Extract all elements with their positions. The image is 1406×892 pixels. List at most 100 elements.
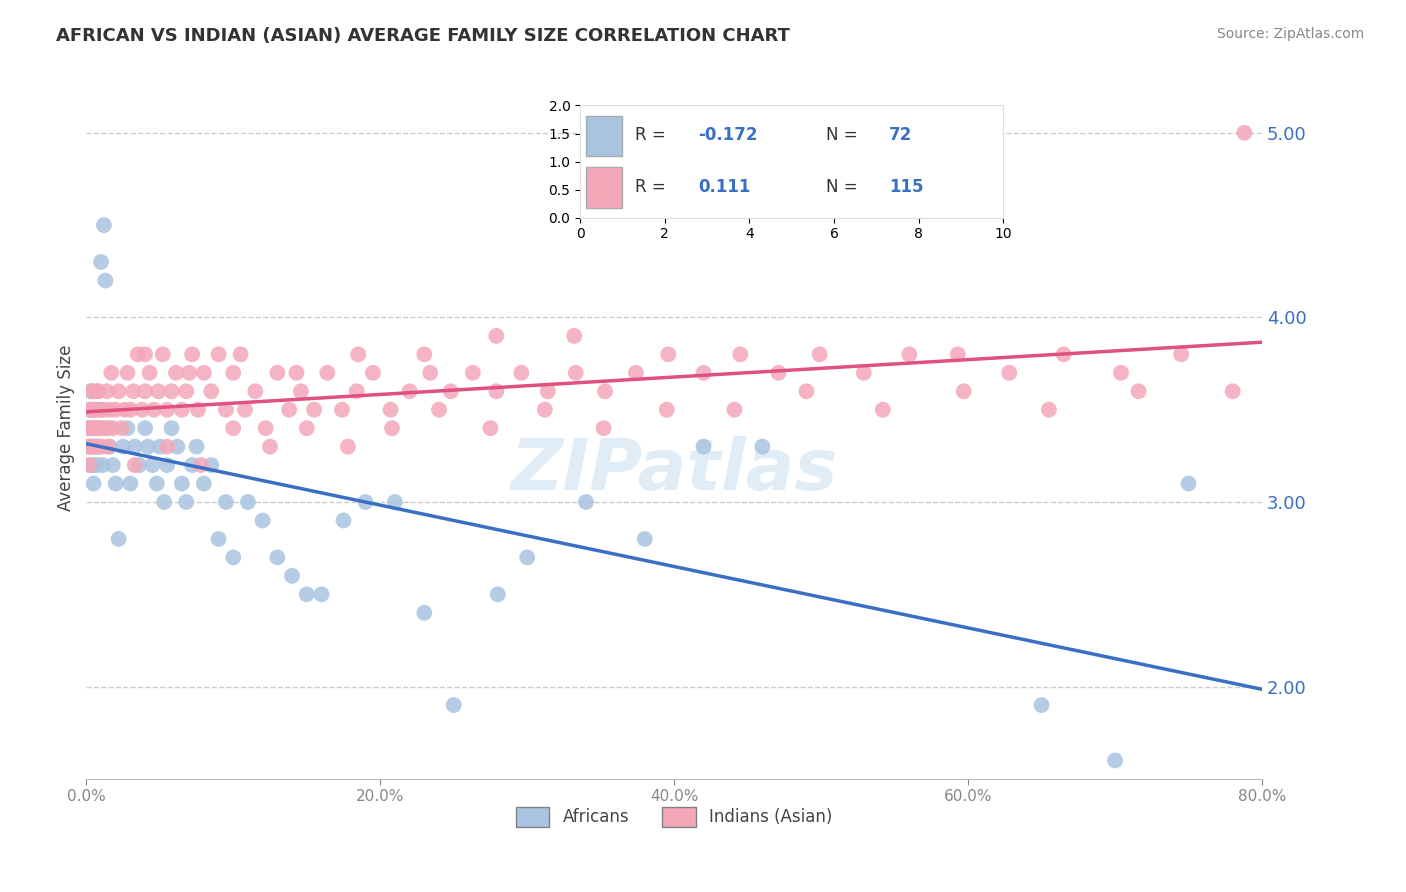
Point [266,550,288,565]
Point [124,440,146,454]
Point [170,476,193,491]
Point [285,366,308,380]
Point [107,384,129,399]
Point [236,495,259,509]
Point [413,606,436,620]
Point [94,273,117,287]
Point [82,421,104,435]
Point [134,347,156,361]
Point [808,347,831,361]
Point [295,421,318,435]
Point [537,384,560,399]
Point [82,402,104,417]
Point [104,476,127,491]
Point [193,366,215,380]
Point [1233,126,1256,140]
Point [91,440,114,454]
Point [117,366,139,380]
Point [141,458,163,472]
Point [290,384,312,399]
Point [117,421,139,435]
Y-axis label: Average Family Size: Average Family Size [58,345,75,511]
Point [110,421,132,435]
Point [1128,384,1150,399]
Point [80,440,103,454]
Point [510,366,533,380]
Point [131,402,153,417]
Point [186,440,208,454]
Point [657,347,679,361]
Point [593,384,616,399]
Point [112,440,135,454]
Point [872,402,894,417]
Point [76,440,98,454]
Point [278,402,301,417]
Point [479,421,502,435]
Point [952,384,974,399]
Point [114,402,136,417]
Point [156,402,179,417]
Point [100,366,122,380]
Point [97,421,120,435]
Point [98,402,121,417]
Text: AFRICAN VS INDIAN (ASIAN) AVERAGE FAMILY SIZE CORRELATION CHART: AFRICAN VS INDIAN (ASIAN) AVERAGE FAMILY… [56,27,790,45]
Point [82,421,104,435]
Point [170,402,193,417]
Point [254,421,277,435]
Point [80,458,103,472]
Point [80,402,103,417]
Point [215,495,238,509]
Point [83,440,105,454]
Point [413,347,436,361]
Point [77,440,100,454]
Point [381,421,404,435]
Point [229,347,252,361]
Point [443,698,465,712]
Point [1052,347,1074,361]
Point [146,476,169,491]
Point [93,402,115,417]
Point [1038,402,1060,417]
Point [316,366,339,380]
Point [148,384,170,399]
Point [86,440,108,454]
Point [796,384,818,399]
Point [89,440,111,454]
Point [852,366,875,380]
Point [86,421,108,435]
Point [84,421,107,435]
Point [90,402,112,417]
Point [1109,366,1132,380]
Point [97,440,120,454]
Point [190,458,212,472]
Point [1031,698,1053,712]
Point [127,347,149,361]
Point [266,366,288,380]
Point [152,347,174,361]
Point [83,402,105,417]
Point [655,402,678,417]
Legend: Africans, Indians (Asian): Africans, Indians (Asian) [509,800,839,834]
Point [346,384,368,399]
Point [380,402,402,417]
Point [354,495,377,509]
Point [128,458,150,472]
Point [91,458,114,472]
Point [174,495,197,509]
Point [1177,476,1199,491]
Point [82,384,104,399]
Point [427,402,450,417]
Point [419,366,441,380]
Point [592,421,614,435]
Point [83,421,105,435]
Point [485,329,508,343]
Point [134,384,156,399]
Point [174,384,197,399]
Point [153,495,176,509]
Point [295,587,318,601]
Point [245,384,267,399]
Point [624,366,647,380]
Point [122,384,145,399]
Point [723,402,745,417]
Point [84,440,107,454]
